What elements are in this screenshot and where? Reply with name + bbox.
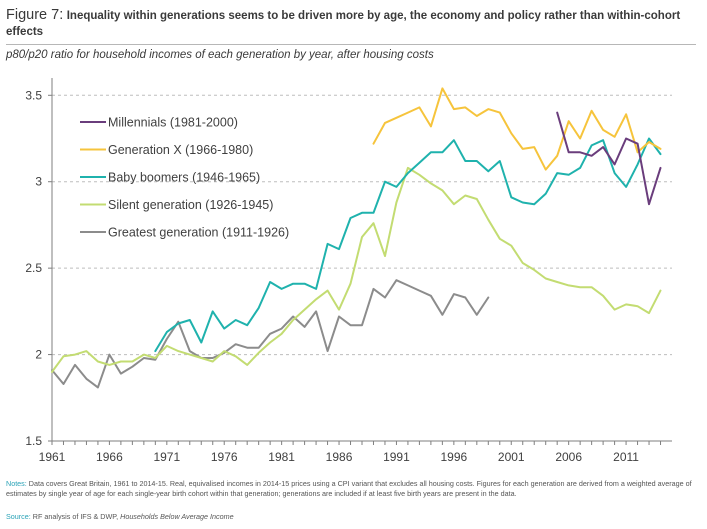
series-line [556, 111, 662, 206]
y-tick-label: 3.5 [25, 88, 42, 102]
x-tick-label: 1996 [441, 450, 468, 464]
chart-subtitle: p80/p20 ratio for household incomes of e… [6, 49, 434, 61]
notes-label: Notes: [6, 479, 27, 488]
x-tick-label: 1986 [326, 450, 353, 464]
x-tick-label: 1971 [153, 450, 180, 464]
figure-title: Inequality within generations seems to b… [6, 10, 681, 38]
gridlines [52, 94, 672, 356]
x-tick-label: 2011 [613, 450, 639, 464]
chart-notes: Notes: Data covers Great Britain, 1961 t… [6, 479, 702, 498]
y-tick-label: 3 [35, 175, 42, 189]
source-label: Source: [6, 512, 31, 521]
header-divider [6, 44, 696, 45]
series-line [51, 279, 490, 389]
x-tick-label: 1961 [39, 450, 66, 464]
series-line [372, 87, 662, 171]
legend-label: Greatest generation (1911-1926) [108, 226, 289, 240]
y-tick-label: 2 [35, 348, 42, 362]
source-title: Households Below Average Income [120, 512, 234, 521]
x-tick-label: 1976 [211, 450, 238, 464]
y-tick-label: 1.5 [25, 434, 42, 448]
line-chart: 1.5 2 2.5 3 3.5 1961 1966 1971 1976 1981 1986 1991 1… [25, 78, 672, 464]
notes-text: Data covers Great Britain, 1961 to 2014-… [6, 479, 692, 498]
y-tick-label: 2.5 [25, 261, 42, 275]
legend-label: Millennials (1981-2000) [108, 116, 238, 130]
x-tick-label: 1991 [383, 450, 410, 464]
legend: Millennials (1981-2000) Generation X (196… [80, 116, 289, 240]
source-text: RF analysis of IFS & DWP, [32, 512, 119, 521]
legend-label: Generation X (1966-1980) [108, 143, 253, 157]
figure-label: Figure 7: [6, 7, 64, 23]
x-tick-label: 1966 [96, 450, 123, 464]
x-tick-label: 2001 [498, 450, 525, 464]
axes: 1.5 2 2.5 3 3.5 1961 1966 1971 1976 1981 1986 1991 1… [25, 78, 672, 464]
legend-label: Silent generation (1926-1945) [108, 198, 273, 212]
figure-header: Figure 7: Inequality within generations … [6, 8, 696, 40]
x-tick-label: 1981 [268, 450, 295, 464]
legend-label: Baby boomers (1946-1965) [108, 171, 260, 185]
chart-source: Source: RF analysis of IFS & DWP, Househ… [6, 512, 234, 521]
series-lines [51, 87, 662, 389]
series-line [51, 166, 662, 373]
x-tick-label: 2006 [555, 450, 582, 464]
series-line [154, 137, 662, 353]
